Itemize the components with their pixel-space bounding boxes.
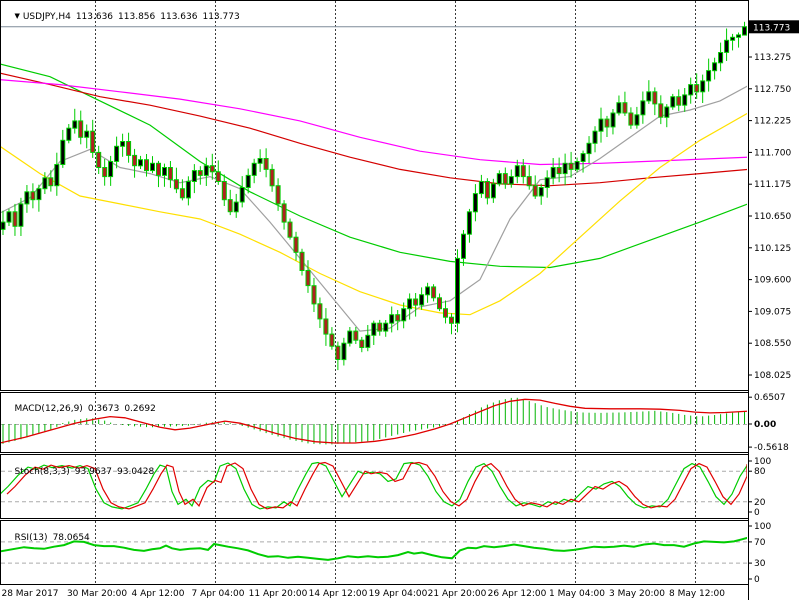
symbol-title: ▼ USDJPY,H4 113.636 113.856 113.636 113.773 bbox=[3, 2, 240, 32]
svg-text:113.773: 113.773 bbox=[753, 23, 790, 33]
svg-text:30: 30 bbox=[754, 559, 766, 569]
rsi-line bbox=[1, 536, 747, 561]
svg-text:111.700: 111.700 bbox=[754, 148, 791, 158]
svg-text:0: 0 bbox=[754, 575, 760, 585]
stoch-title: Stoch(8,3,3) 93.9637 93.0428 bbox=[3, 457, 154, 487]
ohlc-low: 113.636 bbox=[160, 12, 198, 22]
svg-text:110.650: 110.650 bbox=[754, 212, 791, 222]
svg-text:0.00: 0.00 bbox=[754, 420, 776, 430]
svg-text:109.075: 109.075 bbox=[754, 307, 791, 317]
svg-text:111.175: 111.175 bbox=[754, 180, 791, 190]
svg-text:4 Apr 12:00: 4 Apr 12:00 bbox=[132, 589, 185, 599]
symbol-dropdown-icon: ▼ bbox=[14, 12, 20, 20]
svg-text:7 Apr 04:00: 7 Apr 04:00 bbox=[192, 589, 245, 599]
macd-value-1: 0.3673 bbox=[87, 404, 120, 414]
svg-text:28 Mar 2017: 28 Mar 2017 bbox=[1, 589, 58, 599]
macd-value-2: 0.2692 bbox=[124, 404, 156, 414]
ohlc-high: 113.856 bbox=[118, 12, 156, 22]
rsi-label: RSI(13) bbox=[14, 533, 48, 543]
stoch-d-line bbox=[6, 461, 747, 510]
svg-text:26 Apr 12:00: 26 Apr 12:00 bbox=[488, 589, 547, 599]
stoch-label: Stoch(8,3,3) bbox=[14, 467, 70, 477]
svg-text:110.125: 110.125 bbox=[754, 244, 791, 254]
svg-text:112.750: 112.750 bbox=[754, 85, 791, 95]
svg-text:3 May 20:00: 3 May 20:00 bbox=[609, 589, 665, 599]
svg-text:70: 70 bbox=[754, 538, 766, 548]
price-axis[interactable]: 113.275 112.750 112.225 111.700 111.175 110.6… bbox=[748, 0, 799, 600]
stoch-value-k: 93.9637 bbox=[74, 467, 112, 477]
rsi-panel[interactable] bbox=[0, 520, 749, 585]
svg-text:108.025: 108.025 bbox=[754, 371, 791, 381]
stoch-value-d: 93.0428 bbox=[117, 467, 155, 477]
svg-text:11 Apr 20:00: 11 Apr 20:00 bbox=[249, 589, 308, 599]
time-axis[interactable]: 28 Mar 2017 30 Mar 20:00 4 Apr 12:00 7 Apr … bbox=[1, 589, 725, 599]
svg-text:100: 100 bbox=[754, 522, 771, 532]
svg-text:21 Apr 20:00: 21 Apr 20:00 bbox=[428, 589, 487, 599]
svg-text:100: 100 bbox=[754, 457, 771, 467]
svg-text:108.550: 108.550 bbox=[754, 339, 791, 349]
svg-text:19 Apr 04:00: 19 Apr 04:00 bbox=[369, 589, 428, 599]
svg-text:-0.5618: -0.5618 bbox=[754, 443, 789, 453]
current-price-tag bbox=[749, 20, 799, 34]
svg-text:1 May 04:00: 1 May 04:00 bbox=[549, 589, 605, 599]
svg-text:14 Apr 12:00: 14 Apr 12:00 bbox=[309, 589, 368, 599]
macd-title: MACD(12,26,9) 0.3673 0.2692 bbox=[3, 394, 156, 424]
ohlc-close: 113.773 bbox=[202, 12, 240, 22]
ma-magenta bbox=[1, 79, 747, 166]
macd-signal-line bbox=[1, 398, 747, 444]
rsi-value: 78.0654 bbox=[52, 533, 90, 543]
svg-text:109.600: 109.600 bbox=[754, 276, 791, 286]
svg-text:30 Mar 20:00: 30 Mar 20:00 bbox=[67, 589, 127, 599]
ma-green bbox=[1, 63, 747, 269]
ohlc-open: 113.636 bbox=[75, 12, 114, 22]
svg-text:112.225: 112.225 bbox=[754, 117, 791, 127]
svg-text:8 May 12:00: 8 May 12:00 bbox=[669, 589, 725, 599]
svg-text:80: 80 bbox=[754, 467, 766, 477]
symbol-period-label: USDJPY,H4 bbox=[22, 12, 71, 22]
svg-text:0: 0 bbox=[754, 508, 760, 518]
ma-red bbox=[1, 72, 747, 187]
svg-text:113.275: 113.275 bbox=[754, 53, 791, 63]
rsi-title: RSI(13) 78.0654 bbox=[3, 523, 90, 553]
svg-text:20: 20 bbox=[754, 498, 766, 508]
stochastic-panel[interactable] bbox=[0, 454, 749, 519]
macd-label: MACD(12,26,9) bbox=[14, 404, 83, 414]
main-price-panel[interactable] bbox=[0, 0, 749, 391]
svg-text:0.6507: 0.6507 bbox=[754, 393, 786, 403]
ma-yellow bbox=[1, 112, 747, 316]
